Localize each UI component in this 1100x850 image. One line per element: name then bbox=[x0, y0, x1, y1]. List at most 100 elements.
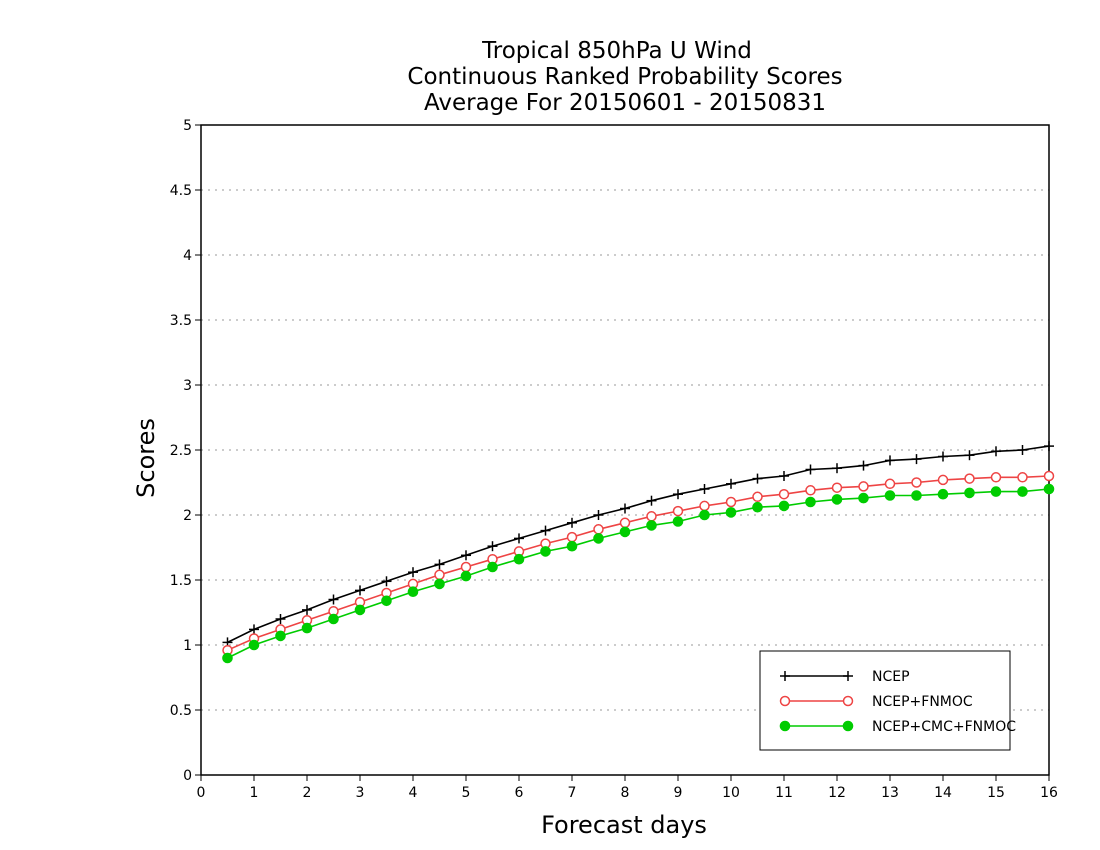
data-point bbox=[778, 488, 790, 500]
y-tick-label: 0.5 bbox=[170, 703, 192, 719]
y-tick-label: 3.5 bbox=[170, 313, 192, 329]
data-point bbox=[726, 478, 736, 489]
data-point bbox=[938, 451, 948, 462]
data-point bbox=[990, 486, 1002, 497]
legend-marker-left bbox=[779, 695, 791, 707]
data-point bbox=[619, 526, 631, 538]
x-tick-label: 15 bbox=[987, 785, 1005, 801]
series-layer bbox=[222, 441, 1055, 664]
data-point bbox=[991, 446, 1001, 457]
data-point bbox=[646, 495, 657, 506]
data-point bbox=[699, 509, 710, 521]
data-point bbox=[566, 531, 578, 543]
data-point bbox=[964, 473, 975, 484]
legend-marker-right bbox=[842, 695, 854, 707]
data-point bbox=[514, 533, 524, 544]
data-point bbox=[566, 540, 578, 552]
x-tick-label: 12 bbox=[828, 785, 846, 801]
data-point bbox=[302, 604, 312, 615]
data-point bbox=[381, 576, 392, 587]
axes: 00.511.522.533.544.550 1 2 3 4 5 6 7 8 9 10 11 12 13 1… bbox=[170, 118, 1058, 801]
y-tick-label: 1.5 bbox=[170, 573, 192, 589]
data-point bbox=[1017, 445, 1028, 455]
data-point bbox=[222, 652, 233, 664]
data-point bbox=[884, 490, 896, 501]
x-tick-label: 1 bbox=[250, 785, 259, 801]
data-point bbox=[805, 485, 816, 496]
data-point bbox=[1043, 470, 1055, 482]
data-point bbox=[672, 505, 684, 517]
x-tick-label: 14 bbox=[934, 785, 952, 801]
x-tick-label: 13 bbox=[881, 785, 899, 801]
x-tick-label: 8 bbox=[621, 785, 630, 801]
chart-title-line-3: Average For 20150601 - 20150831 bbox=[424, 90, 826, 116]
x-axis-label: Forecast days bbox=[541, 811, 707, 839]
data-point bbox=[275, 614, 286, 624]
data-point bbox=[460, 561, 472, 573]
series-line bbox=[227, 475, 1050, 651]
chart-title-line-1: Tropical 850hPa U Wind bbox=[481, 38, 752, 64]
y-tick-label: 3 bbox=[183, 378, 192, 394]
data-point bbox=[620, 503, 630, 514]
data-point bbox=[460, 570, 472, 582]
data-point bbox=[831, 482, 843, 493]
series-ncep-fnmoc bbox=[222, 470, 1055, 656]
data-point bbox=[1017, 486, 1028, 497]
x-tick-label: 0 bbox=[197, 785, 206, 801]
data-point bbox=[593, 510, 604, 520]
data-point bbox=[937, 474, 949, 486]
chart-title-line-2: Continuous Ranked Probability Scores bbox=[407, 64, 842, 90]
data-point bbox=[832, 463, 842, 474]
data-point bbox=[805, 496, 816, 508]
data-point bbox=[567, 517, 577, 528]
series-ncep bbox=[222, 441, 1054, 648]
data-point bbox=[964, 487, 975, 499]
data-point bbox=[699, 500, 710, 512]
data-point bbox=[434, 578, 445, 590]
data-point bbox=[805, 464, 816, 475]
chart-title: Tropical 850hPa U Wind Continuous Ranked… bbox=[407, 38, 842, 116]
data-point bbox=[884, 478, 896, 490]
data-point bbox=[407, 586, 419, 598]
data-point bbox=[248, 639, 260, 651]
y-tick-label: 4 bbox=[183, 248, 192, 264]
data-point bbox=[752, 473, 763, 484]
data-point bbox=[752, 501, 763, 513]
series-line bbox=[227, 488, 1050, 659]
data-point bbox=[858, 460, 869, 471]
data-point bbox=[461, 550, 471, 561]
x-tick-label: 3 bbox=[356, 785, 365, 801]
legend-entry: NCEP bbox=[780, 669, 910, 685]
data-point bbox=[858, 481, 869, 492]
y-tick-label: 2.5 bbox=[170, 443, 192, 459]
legend-entry: NCEP+CMC+FNMOC bbox=[779, 719, 1016, 735]
y-tick-label: 4.5 bbox=[170, 183, 192, 199]
data-point bbox=[1044, 441, 1054, 452]
y-tick-label: 1 bbox=[183, 638, 192, 654]
y-axis-label: Scores bbox=[132, 418, 160, 498]
data-point bbox=[593, 533, 604, 544]
x-tick-label: 2 bbox=[303, 785, 312, 801]
data-point bbox=[779, 471, 789, 481]
data-point bbox=[990, 472, 1002, 483]
data-point bbox=[249, 624, 259, 635]
data-point bbox=[328, 594, 339, 605]
data-point bbox=[1043, 483, 1055, 495]
legend-marker-right bbox=[842, 720, 854, 732]
data-point bbox=[964, 450, 975, 461]
data-point bbox=[381, 595, 392, 607]
series-ncep-cmc-fnmoc bbox=[222, 483, 1055, 664]
x-tick-label: 7 bbox=[568, 785, 577, 801]
x-tick-label: 6 bbox=[515, 785, 524, 801]
grid-lines bbox=[201, 189, 1049, 711]
data-point bbox=[646, 511, 657, 522]
data-point bbox=[911, 490, 922, 501]
legend-entry: NCEP+FNMOC bbox=[779, 694, 973, 710]
data-point bbox=[646, 520, 657, 531]
data-point bbox=[619, 517, 631, 529]
data-point bbox=[725, 507, 737, 518]
legend-marker-left bbox=[779, 720, 791, 732]
x-tick-label: 4 bbox=[409, 785, 418, 801]
